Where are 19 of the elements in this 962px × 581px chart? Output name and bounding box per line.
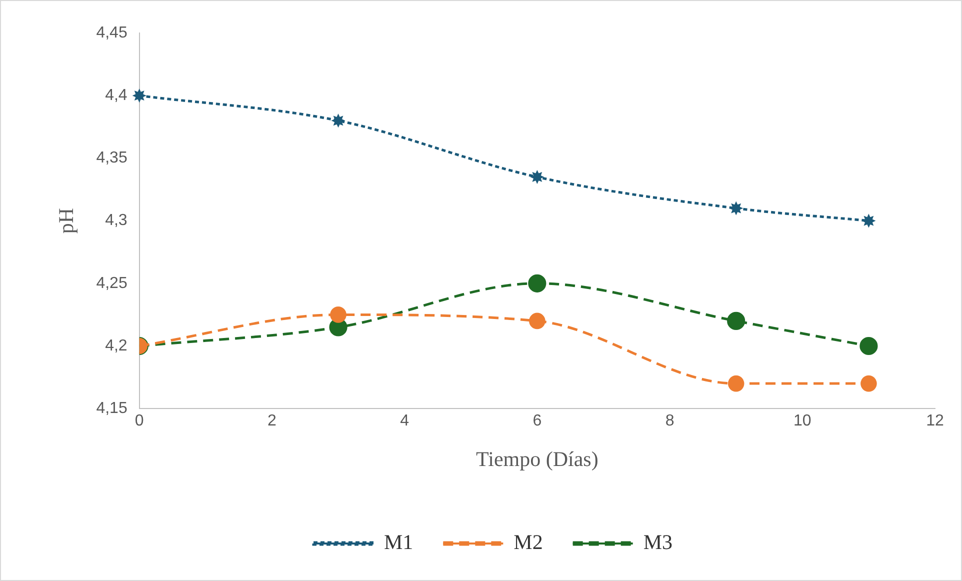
legend-label: M3 [643, 530, 673, 554]
y-tick-label: 4,4 [105, 87, 128, 104]
x-tick-label: 2 [267, 412, 276, 430]
y-tick-label: 4,35 [96, 150, 128, 167]
x-tick-label: 10 [793, 412, 812, 430]
y-axis-title: pH [54, 208, 78, 234]
x-tick-label: 12 [926, 412, 944, 430]
y-tick-label: 4,2 [105, 337, 128, 354]
y-tick-label: 4,15 [96, 400, 128, 418]
legend-label: M2 [514, 530, 543, 554]
y-tick-label: 4,25 [96, 274, 128, 292]
x-tick-label: 4 [400, 412, 410, 430]
y-tick-label: 4,3 [105, 212, 128, 230]
y-tick-label: 4,45 [96, 24, 128, 42]
legend-label: M1 [384, 530, 414, 554]
x-axis-title: Tiempo (Días) [476, 446, 598, 471]
x-tick-label: 0 [134, 412, 144, 430]
x-tick-label: 6 [532, 412, 542, 430]
x-tick-label: 8 [665, 412, 674, 430]
